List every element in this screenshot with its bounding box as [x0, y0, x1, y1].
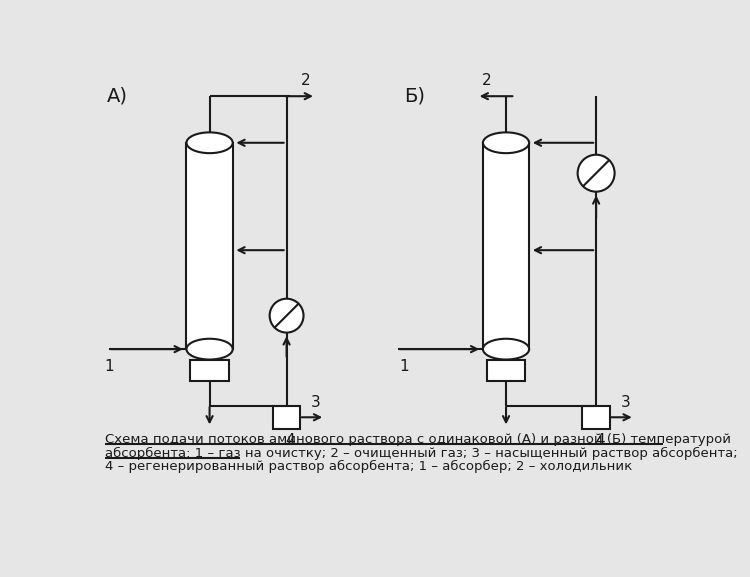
- Text: 4: 4: [596, 433, 604, 448]
- Text: 2: 2: [482, 73, 491, 88]
- Text: А): А): [107, 86, 128, 105]
- Text: 4: 4: [286, 433, 296, 448]
- Text: 4 – регенерированный раствор абсорбента; 1 – абсорбер; 2 – холодильник: 4 – регенерированный раствор абсорбента;…: [105, 460, 632, 474]
- Ellipse shape: [483, 339, 530, 359]
- Text: Схема подачи потоков аминового раствора с одинаковой (А) и разной (Б) температур: Схема подачи потоков аминового раствора …: [105, 433, 730, 445]
- Ellipse shape: [483, 132, 530, 153]
- Ellipse shape: [187, 339, 232, 359]
- Text: абсорбента: 1 – газ на очистку; 2 – очищенный газ; 3 – насыщенный раствор абсорб: абсорбента: 1 – газ на очистку; 2 – очищ…: [105, 447, 737, 460]
- Bar: [487, 359, 525, 381]
- Bar: [190, 359, 229, 381]
- Text: Б): Б): [404, 86, 424, 105]
- Bar: [187, 143, 232, 349]
- Bar: [273, 406, 301, 429]
- Text: 3: 3: [620, 395, 630, 410]
- Ellipse shape: [187, 132, 232, 153]
- Text: 1: 1: [400, 359, 410, 374]
- Circle shape: [578, 155, 614, 192]
- Text: 1: 1: [105, 359, 114, 374]
- Text: 2: 2: [301, 73, 310, 88]
- Bar: [582, 406, 610, 429]
- Bar: [483, 143, 530, 349]
- Text: 3: 3: [311, 395, 321, 410]
- Circle shape: [270, 299, 304, 332]
